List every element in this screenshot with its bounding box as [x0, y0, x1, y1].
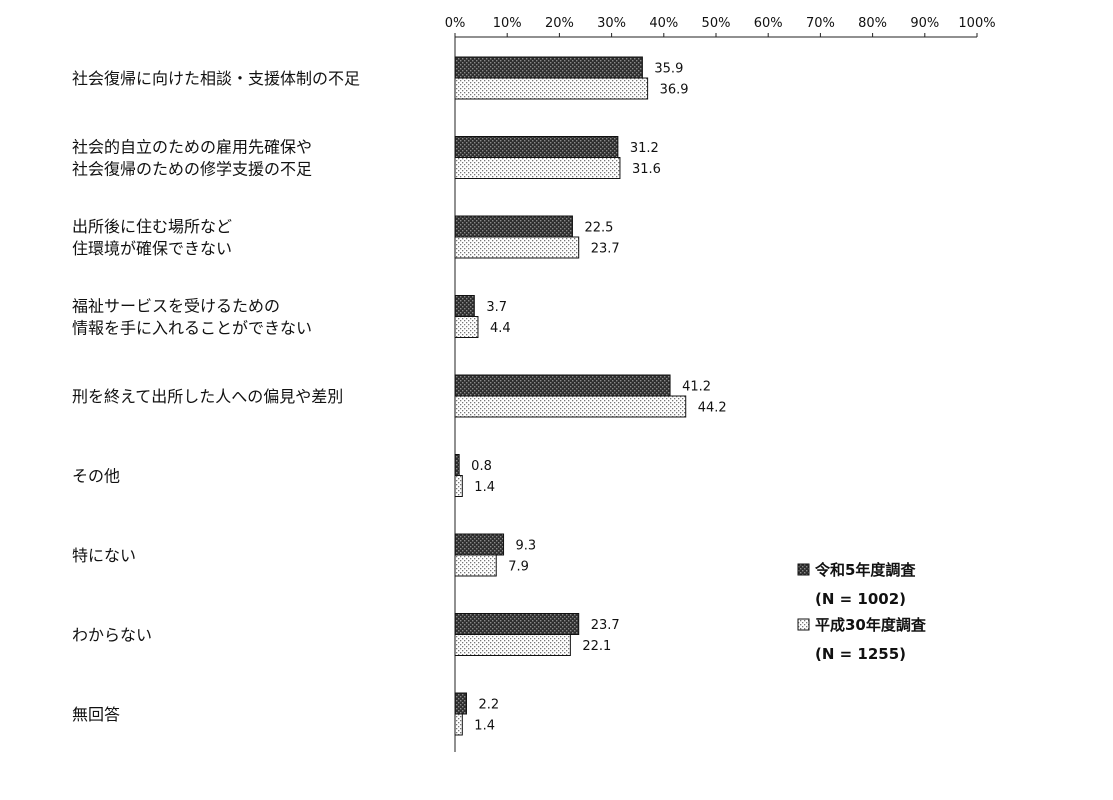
legend-entry-n: (N = 1002) — [815, 590, 906, 608]
data-label: 1.4 — [474, 719, 495, 734]
category-label: その他 — [72, 467, 120, 486]
x-tick-label: 90% — [910, 16, 939, 31]
x-tick-label: 70% — [806, 16, 835, 31]
bar-series-1 — [454, 157, 621, 179]
x-axis: 0% 10% 20% 30% 40% 50% 60% 70% 80% 90% 100% — [445, 16, 996, 752]
category-label: 無回答 — [72, 705, 120, 724]
legend-swatch — [797, 563, 810, 576]
legend-swatch — [797, 618, 810, 631]
data-label: 2.2 — [478, 698, 499, 713]
category-label: 社会的自立のための雇用先確保や — [72, 138, 312, 157]
bars: 35.9 31.2 22.5 3.7 41.2 0.8 9.3 23.7 2.2 36.9 31.6… — [454, 56, 727, 736]
data-label: 31.2 — [630, 141, 659, 156]
data-label: 22.1 — [582, 639, 611, 654]
bar-series-0 — [454, 56, 643, 79]
category-label: 特にない — [72, 546, 136, 565]
bar-series-0 — [454, 215, 573, 238]
bar-series-0 — [454, 295, 475, 317]
bar-series-1 — [454, 77, 649, 100]
bar-series-1 — [454, 236, 580, 259]
data-label: 31.6 — [632, 162, 661, 177]
data-label: 44.2 — [698, 401, 727, 416]
x-tick-label: 20% — [545, 16, 574, 31]
data-label: 7.9 — [508, 560, 529, 575]
bar-series-1 — [454, 395, 687, 418]
data-label: 41.2 — [682, 380, 711, 395]
bar-series-1 — [454, 316, 479, 338]
data-label: 22.5 — [584, 221, 613, 236]
category-label: 住環境が確保できない — [72, 239, 232, 258]
category-label: 情報を手に入れることができない — [72, 319, 312, 338]
category-labels: 社会復帰に向けた相談・支援体制の不足社会的自立のための雇用先確保や社会復帰のため… — [72, 69, 360, 724]
bar-series-0 — [454, 136, 619, 158]
category-label: 福祉サービスを受けるための — [72, 297, 280, 316]
x-tick-label: 0% — [445, 16, 466, 31]
data-label: 3.7 — [486, 300, 507, 315]
data-label: 23.7 — [591, 618, 620, 633]
data-label: 36.9 — [660, 83, 689, 98]
data-label: 35.9 — [654, 62, 683, 77]
data-label: 0.8 — [471, 459, 492, 474]
legend-entry-n: (N = 1255) — [815, 645, 906, 663]
category-label: わからない — [72, 626, 152, 645]
x-tick-label: 80% — [858, 16, 887, 31]
x-tick-label: 60% — [754, 16, 783, 31]
bar-series-0 — [454, 374, 671, 397]
x-tick-label: 50% — [702, 16, 731, 31]
x-tick-label: 10% — [493, 16, 522, 31]
bar-series-1 — [454, 713, 463, 736]
bar-series-0 — [454, 533, 505, 556]
category-label: 刑を終えて出所した人への偏見や差別 — [72, 387, 343, 406]
category-label: 出所後に住む場所など — [72, 217, 232, 236]
x-tick-label: 100% — [958, 16, 995, 31]
bar-series-0 — [454, 613, 580, 635]
category-label: 社会復帰に向けた相談・支援体制の不足 — [72, 69, 360, 88]
legend-entry-label: 平成30年度調査 — [815, 616, 927, 634]
bar-series-0 — [454, 692, 467, 715]
legend: 令和5年度調査 (N = 1002) 平成30年度調査 (N = 1255) — [797, 561, 927, 663]
x-tick-label: 30% — [597, 16, 626, 31]
data-label: 1.4 — [474, 480, 495, 495]
legend-entry-label: 令和5年度調査 — [815, 561, 916, 579]
data-label: 9.3 — [516, 539, 537, 554]
category-label: 社会復帰のための修学支援の不足 — [72, 160, 312, 179]
bar-series-1 — [454, 554, 497, 577]
x-tick-label: 40% — [649, 16, 678, 31]
bar-series-0 — [454, 454, 460, 476]
bar-series-1 — [454, 475, 463, 497]
data-label: 4.4 — [490, 321, 511, 336]
bar-series-1 — [454, 634, 571, 656]
data-label: 23.7 — [591, 242, 620, 257]
